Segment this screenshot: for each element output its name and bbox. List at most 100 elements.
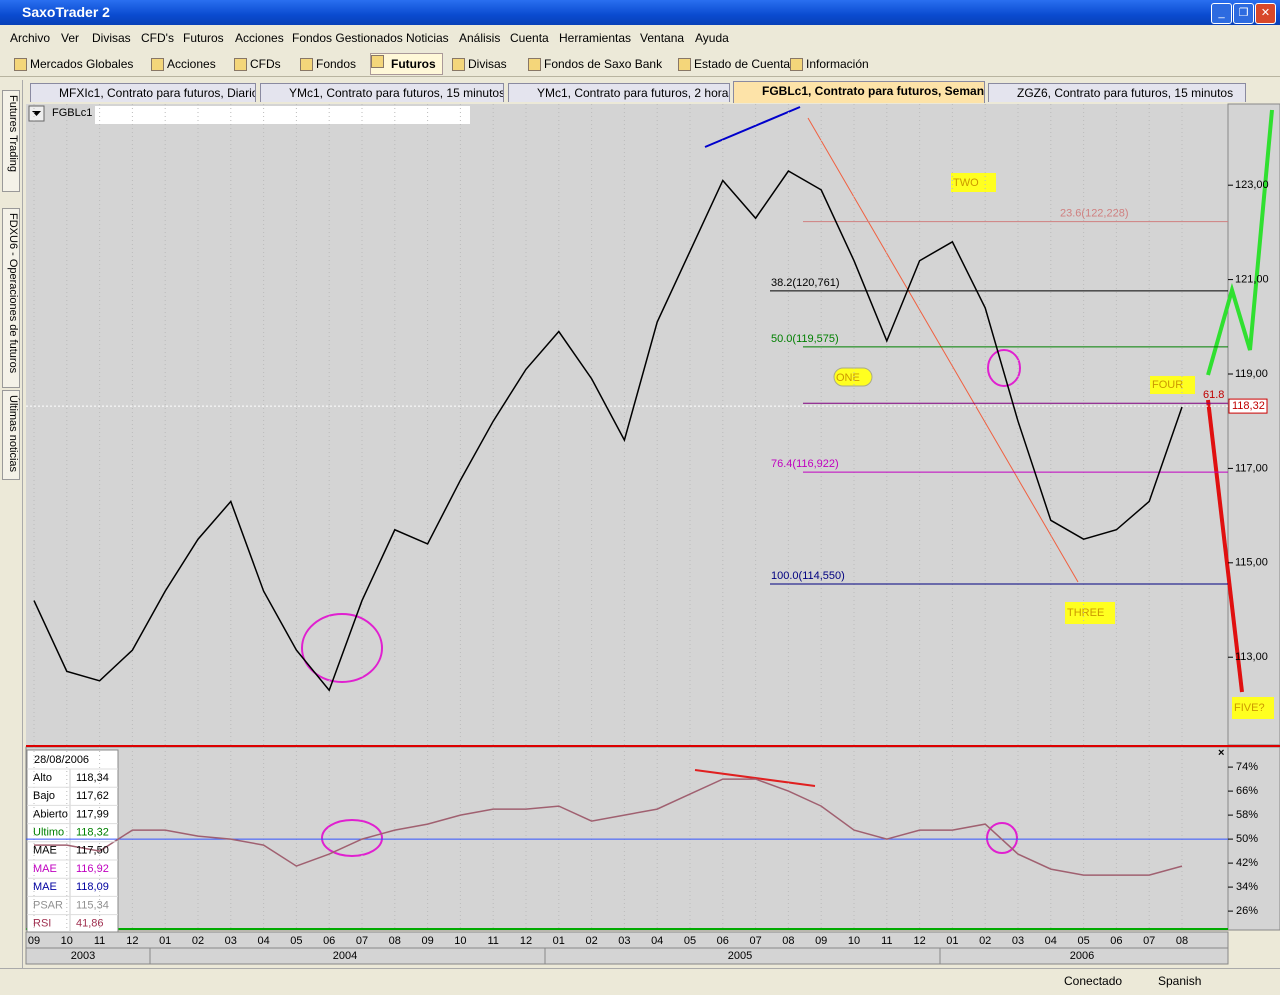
x-tick-label: 04 — [651, 935, 663, 947]
connection-status: Conectado — [1064, 974, 1123, 988]
annotation-box — [833, 367, 873, 387]
info-value: 118,32 — [76, 827, 109, 839]
menu-bar: Archivo Ver Divisas CFD's Futuros Acciones Fon… — [0, 26, 1280, 50]
year-label: 2005 — [728, 950, 752, 962]
fib-label: 23.6(122,228) — [1060, 208, 1129, 220]
x-tick-label: 01 — [159, 935, 171, 947]
rsi-axis — [1227, 746, 1280, 931]
toolbar-button[interactable]: Estado de Cuenta — [678, 57, 790, 71]
annotation: TWO — [953, 177, 979, 189]
menu-item[interactable]: Acciones — [235, 31, 284, 45]
annotation: FOUR — [1152, 379, 1183, 391]
highlight-circle — [987, 349, 1021, 387]
x-tick-label: 03 — [225, 935, 237, 947]
menu-item[interactable]: Herramientas — [559, 31, 632, 45]
close-button[interactable]: × — [1218, 747, 1224, 759]
x-tick-label: 08 — [389, 935, 401, 947]
highlight-circle — [321, 819, 383, 857]
x-tick-label: 11 — [881, 935, 892, 947]
side-tab[interactable]: Últimas noticias — [2, 390, 20, 480]
annotation: THREE — [1067, 607, 1104, 619]
close[interactable]: ✕ — [1255, 3, 1276, 24]
toolbar-button[interactable]: Acciones — [151, 57, 216, 71]
title-bar: SaxoTrader 2 — [0, 0, 1280, 25]
y-tick-label: 42% — [1236, 857, 1258, 869]
menu-item[interactable]: Ventana — [640, 31, 685, 45]
info-value: 41,86 — [76, 918, 104, 930]
side-tab[interactable]: Futures Trading — [2, 90, 20, 192]
rsi-panel — [25, 746, 1229, 931]
menu-item[interactable]: Fondos Gestionados — [292, 31, 403, 45]
y-tick-label: 119,00 — [1235, 368, 1268, 380]
side-panel: Futures Trading FDXU6 - Operaciones de fu… — [0, 80, 23, 968]
y-tick-label: 66% — [1236, 785, 1258, 797]
info-label: RSI — [33, 918, 51, 930]
fib-label: 61.8 — [1203, 389, 1224, 401]
last-price-label: 118,32 — [1232, 400, 1265, 412]
year-label: 2006 — [1070, 950, 1094, 962]
y-tick-label: 58% — [1236, 809, 1258, 821]
x-tick-label: 12 — [126, 935, 138, 947]
info-date: 28/08/2006 — [34, 754, 89, 766]
toolbar-button[interactable]: Fondos de Saxo Bank — [528, 57, 662, 71]
info-value: 117,99 — [76, 808, 109, 820]
maximize[interactable]: ❐ — [1233, 3, 1254, 24]
minimize[interactable]: _ — [1211, 3, 1232, 24]
info-value: 117,62 — [76, 790, 109, 802]
toolbar-button[interactable]: Fondos — [300, 57, 356, 71]
tab[interactable]: YMc1, Contrato para futuros, 15 minutos — [260, 83, 504, 102]
highlight-circle — [301, 613, 383, 683]
menu-item[interactable]: Ver — [61, 31, 80, 45]
toolbar-button[interactable]: Futuros — [370, 53, 443, 75]
language: Spanish — [1158, 974, 1202, 988]
info-value: 117,50 — [76, 845, 109, 857]
toolbar-button[interactable]: Divisas — [452, 57, 507, 71]
x-tick-label: 02 — [192, 935, 204, 947]
projection-down — [1206, 399, 1244, 693]
menu-item[interactable]: Ayuda — [695, 31, 729, 45]
x-tick-label: 10 — [454, 935, 466, 947]
x-tick-label: 11 — [487, 935, 498, 947]
info-label: Abierto — [33, 808, 68, 820]
symbol-info — [95, 106, 470, 124]
window-title: SaxoTrader 2 — [22, 4, 110, 20]
x-tick-label: 12 — [913, 935, 925, 947]
toolbar-button[interactable]: Información — [790, 57, 869, 71]
projection-up — [1206, 109, 1274, 376]
tab[interactable]: MFXIc1, Contrato para futuros, Diario — [30, 83, 256, 102]
series-line — [33, 170, 1183, 692]
menu-item[interactable]: Cuenta — [510, 31, 549, 45]
menu-item[interactable]: Futuros — [183, 31, 224, 45]
toolbar-button[interactable]: Mercados Globales — [14, 57, 133, 71]
annotation-box — [1232, 697, 1274, 719]
symbol: FGBLc1 — [52, 107, 92, 119]
trend-line — [704, 106, 801, 148]
tab[interactable]: YMc1, Contrato para futuros, 2 horas — [508, 83, 730, 102]
tab[interactable]: ZGZ6, Contrato para futuros, 15 minutos — [988, 83, 1246, 102]
side-tab[interactable]: FDXU6 - Operaciones de futuros — [2, 208, 20, 388]
info-label: MAE — [33, 881, 57, 893]
menu-item[interactable]: Divisas — [92, 31, 131, 45]
x-tick-label: 02 — [979, 935, 991, 947]
x-tick-label: 05 — [684, 935, 696, 947]
tab[interactable]: FGBLc1, Contrato para futuros, Semanal — [733, 81, 985, 103]
series-line — [34, 778, 1183, 876]
annotation-box — [951, 173, 996, 192]
x-tick-label: 08 — [1176, 935, 1188, 947]
annotation-box — [1150, 376, 1195, 394]
annotation: FIVE? — [1234, 702, 1265, 714]
x-tick-label: 01 — [946, 935, 958, 947]
x-tick-label: 09 — [28, 935, 40, 947]
x-tick-label: 06 — [717, 935, 729, 947]
menu-item[interactable]: Archivo — [10, 31, 51, 45]
x-tick-label: 08 — [782, 935, 794, 947]
highlight-circle — [986, 822, 1018, 854]
toolbar-button[interactable]: CFDs — [234, 57, 281, 71]
info-label: Alto — [33, 772, 52, 784]
menu-item[interactable]: CFD's — [141, 31, 174, 45]
x-tick-label: 10 — [848, 935, 860, 947]
menu-item[interactable]: Análisis — [459, 31, 501, 45]
x-tick-label: 04 — [1045, 935, 1057, 947]
menu-item[interactable]: Noticias — [406, 31, 449, 45]
